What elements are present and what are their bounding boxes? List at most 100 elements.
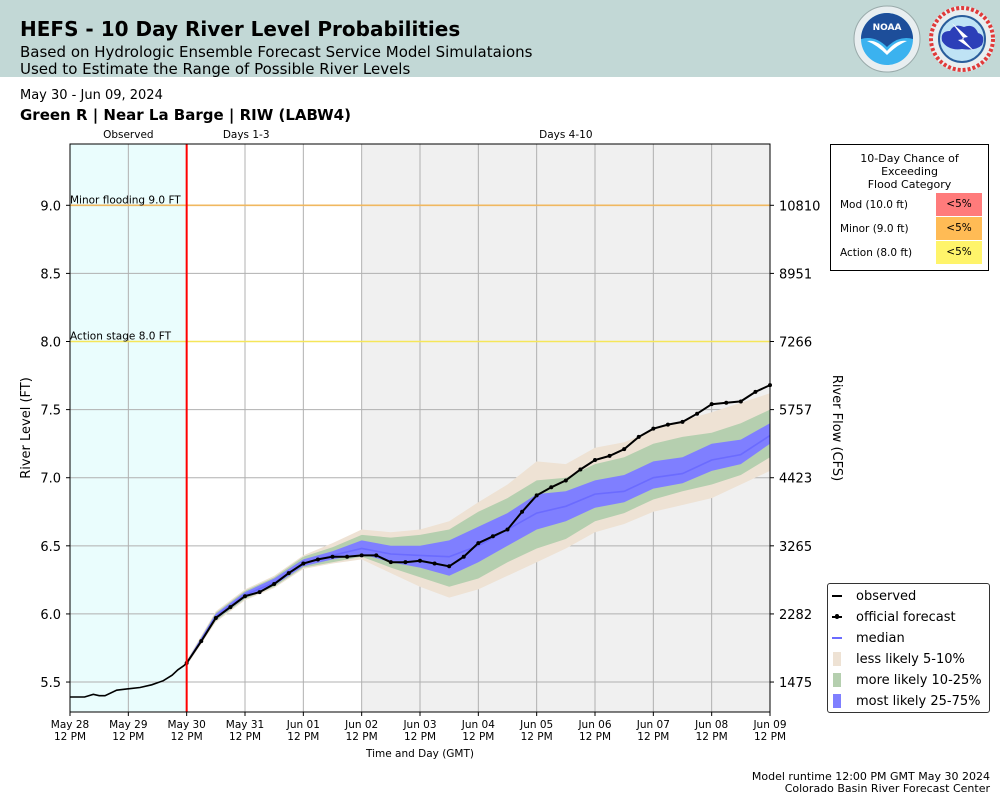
subtitle-line-2: Used to Estimate the Range of Possible R… (20, 60, 411, 78)
observed-line-icon (832, 589, 844, 603)
legend-item-most-likely: most likely 25-75% (832, 691, 980, 711)
x-tick-label: 12 PM (54, 731, 86, 743)
forecast-point (359, 553, 364, 558)
x-tick-label: 12 PM (171, 731, 203, 743)
y-tick-label: 6.0 (40, 608, 61, 623)
legend-label: less likely 5-10% (856, 651, 965, 667)
flood-box-title: 10-Day Chance of Exceeding Flood Categor… (831, 152, 988, 191)
x-tick-label: 12 PM (579, 731, 611, 743)
most-likely-patch-icon (832, 694, 844, 708)
x-tick-label: Jun 05 (519, 719, 553, 731)
forecast-point (490, 534, 495, 539)
forecast-marker-icon (832, 610, 844, 624)
x-tick-label: Jun 06 (577, 719, 611, 731)
flood-row-label: Minor (9.0 ft) (840, 223, 909, 235)
x-tick-label: 12 PM (287, 731, 319, 743)
flood-row-value: <5% (936, 193, 982, 216)
forecast-point (753, 389, 758, 394)
y2-tick-label: 10810 (779, 199, 820, 214)
x-tick-label: 12 PM (229, 731, 261, 743)
noaa-logo: NOAA (853, 5, 921, 73)
flood-row-minor: Minor (9.0 ft) <5% (840, 217, 983, 240)
x-tick-label: Jun 02 (344, 719, 378, 731)
x-tick-label: Jun 07 (636, 719, 670, 731)
forecast-center: Colorado Basin River Forecast Center (784, 782, 990, 795)
forecast-point (213, 616, 218, 621)
threshold-label: Action stage 8.0 FT (70, 331, 172, 343)
flood-box-title-line: 10-Day Chance of (860, 152, 959, 165)
x-tick-label: 12 PM (346, 731, 378, 743)
observed-series (70, 662, 188, 698)
location-title: Green R | Near La Barge | RIW (LABW4) (20, 106, 351, 124)
flood-row-moderate: Mod (10.0 ft) <5% (840, 193, 983, 216)
median-line-icon (832, 631, 844, 645)
forecast-point (665, 422, 670, 427)
y-tick-label: 6.5 (40, 540, 61, 555)
x-tick-label: Jun 01 (286, 719, 320, 731)
x-tick-label: May 28 (51, 719, 89, 731)
legend-label: median (856, 630, 905, 646)
legend-item-median: median (832, 628, 905, 648)
x-tick-label: 12 PM (754, 731, 786, 743)
y2-tick-label: 5757 (779, 404, 812, 419)
x-tick-label: Jun 08 (694, 719, 728, 731)
x-tick-label: May 30 (167, 719, 205, 731)
y2-tick-label: 1475 (779, 676, 812, 691)
forecast-point (418, 558, 422, 563)
legend-item-official-forecast: official forecast (832, 607, 956, 627)
forecast-point (593, 458, 597, 463)
forecast-point (476, 541, 481, 546)
model-runtime: Model runtime 12:00 PM GMT May 30 2024 (751, 770, 990, 783)
x-tick-label: 12 PM (404, 731, 436, 743)
flood-row-value: <5% (936, 217, 982, 240)
y-axis-label: River Level (FT) (19, 377, 34, 479)
flood-box-title-line: Flood Category (867, 178, 952, 191)
y-tick-label: 8.5 (40, 267, 61, 282)
flood-row-value: <5% (936, 241, 982, 264)
forecast-point (243, 594, 247, 599)
forecast-point (301, 561, 306, 566)
forecast-point (388, 560, 393, 565)
legend-item-more-likely: more likely 10-25% (832, 670, 982, 690)
forecast-point (199, 639, 204, 644)
y-tick-label: 5.5 (40, 676, 61, 691)
x-tick-label: 12 PM (696, 731, 728, 743)
forecast-point (374, 553, 379, 558)
forecast-point (738, 399, 743, 404)
forecast-point (461, 554, 466, 559)
x-tick-label: May 29 (109, 719, 147, 731)
flood-category-box: 10-Day Chance of Exceeding Flood Categor… (830, 144, 989, 271)
subtitle-line-1: Based on Hydrologic Ensemble Forecast Se… (20, 43, 533, 61)
official-forecast-series (184, 383, 772, 665)
more-likely-patch-icon (832, 673, 844, 687)
forecast-point (432, 561, 437, 566)
region-label: Days 1-3 (223, 129, 270, 141)
page-title: HEFS - 10 Day River Level Probabilities (20, 17, 461, 41)
threshold-label: Minor flooding 9.0 FT (70, 194, 181, 206)
x-tick-label: 12 PM (462, 731, 494, 743)
forecast-point (257, 590, 262, 595)
forecast-point (228, 605, 233, 610)
forecast-point (315, 557, 320, 562)
forecast-point (549, 485, 554, 490)
noaa-logo-text: NOAA (873, 23, 902, 33)
flood-box-title-line: Exceeding (881, 165, 938, 178)
flood-row-label: Mod (10.0 ft) (840, 199, 909, 211)
x-axis-label: Time and Day (GMT) (365, 748, 474, 760)
legend-label: more likely 10-25% (856, 672, 982, 688)
header-banner: HEFS - 10 Day River Level Probabilities … (0, 0, 1000, 78)
region-label: Days 4-10 (539, 129, 592, 141)
x-tick-label: 12 PM (637, 731, 669, 743)
region-days-1-3 (186, 144, 362, 712)
y-tick-label: 9.0 (40, 199, 61, 214)
x-tick-label: 12 PM (112, 731, 144, 743)
y2-tick-label: 8951 (779, 267, 812, 282)
forecast-point (578, 467, 583, 472)
legend-item-less-likely: less likely 5-10% (832, 649, 965, 669)
forecast-point (403, 560, 408, 565)
x-tick-label: 12 PM (521, 731, 553, 743)
y-tick-label: 7.0 (40, 472, 61, 487)
forecast-point (695, 411, 700, 416)
forecast-point (345, 554, 350, 559)
forecast-point (520, 509, 525, 514)
